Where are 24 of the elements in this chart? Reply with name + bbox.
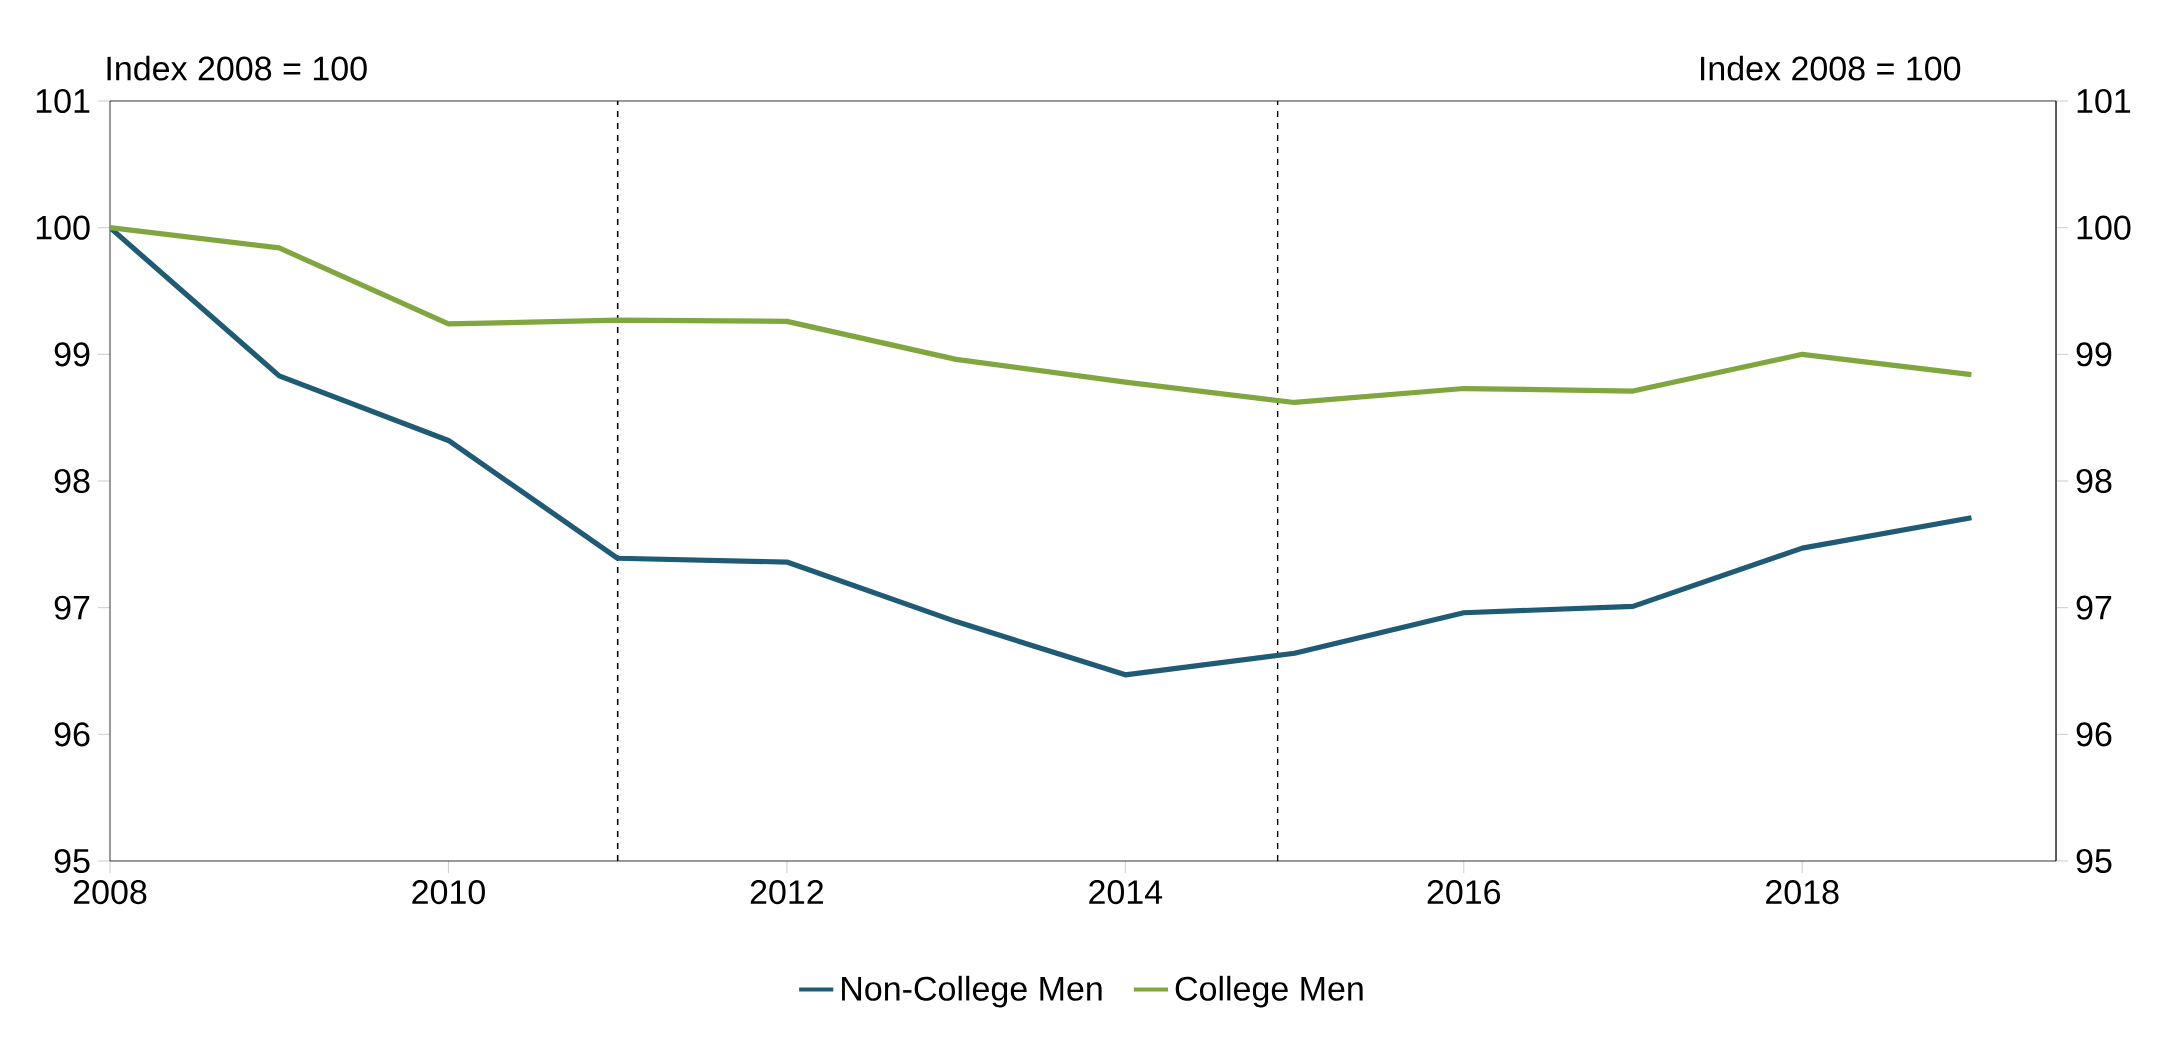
y-tick-label: 100 [2077, 215, 2131, 240]
x-tick-label: 2014 [1089, 880, 1163, 905]
y-tick-label: 97 [2076, 595, 2112, 620]
text: Index 2008 = 100 [1701, 55, 1961, 81]
x-tick-label: 2010 [412, 880, 485, 905]
x-tick-label: 2012 [750, 880, 823, 905]
x-tick-label: 2008 [73, 880, 147, 905]
y2-tick-label: 99 [54, 342, 90, 367]
y-tick-label: 95 [2076, 848, 2112, 874]
x-tick-label: 2016 [1427, 880, 1501, 905]
y-tick-label: 96 [2076, 722, 2112, 747]
text: Index 2008 = 100 [107, 55, 367, 81]
y-tick-label: 98 [2076, 468, 2112, 494]
y-tick-label: 99 [2076, 342, 2112, 367]
y2-tick-label: 95 [54, 848, 90, 874]
y2-tick-label: 101 [36, 88, 90, 114]
y2-tick-label: 100 [36, 215, 90, 240]
legend-label: Non-College Men [842, 975, 1102, 1008]
y2-tick-label: 98 [54, 468, 90, 494]
y2-tick-label: 97 [54, 595, 90, 620]
y-tick-label: 101 [2077, 88, 2131, 114]
legend-label: College Men [1175, 975, 1363, 1008]
x-tick-label: 2018 [1766, 880, 1839, 905]
y2-tick-label: 96 [54, 722, 90, 747]
